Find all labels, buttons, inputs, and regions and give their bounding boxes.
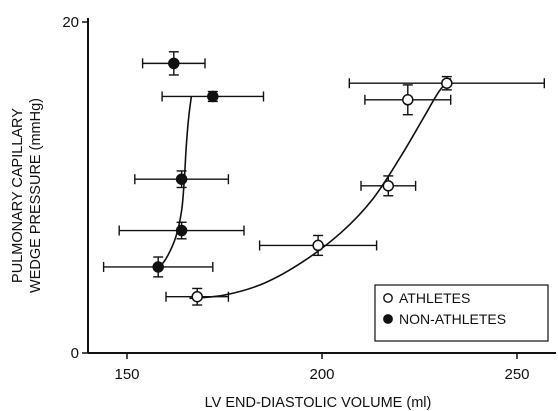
y-axis-title-line: WEDGE PRESSURE (mmHg) [28,98,44,293]
athletes-fit-curve [189,78,450,298]
non-athletes-point [208,91,218,101]
x-tick-label: 250 [504,366,529,383]
error-bars [104,52,545,305]
non-athletes-point [177,174,187,184]
legend: ATHLETES NON-ATHLETES [375,285,548,341]
axes: 150 200 250 0 20 LV END-DIASTOLIC VOLUME (ml)… [10,14,556,411]
x-axis-title: LV END-DIASTOLIC VOLUME (ml) [205,395,432,411]
x-tick-label: 200 [309,366,334,383]
legend-label-athletes: ATHLETES [399,290,470,306]
athletes-point [442,78,452,88]
non-athletes-point [169,58,179,68]
non-athletes-fit-curve [156,96,191,270]
y-tick-label: 20 [62,14,79,31]
legend-marker-non-athletes [384,315,392,323]
athletes-point [313,240,323,250]
non-athletes-point [153,262,163,272]
non-athletes-point [177,226,187,236]
fit-curves [156,78,450,298]
athletes-point [403,95,413,105]
legend-label-non-athletes: NON-ATHLETES [399,311,506,327]
x-tick-label: 150 [114,366,139,383]
athletes-point [192,292,202,302]
legend-marker-athletes [384,294,392,302]
y-axis-title-line: PULMONARY CAPILLARY [10,108,26,283]
athletes-point [383,181,393,191]
data-points [153,58,452,301]
y-tick-label: 0 [71,345,79,362]
